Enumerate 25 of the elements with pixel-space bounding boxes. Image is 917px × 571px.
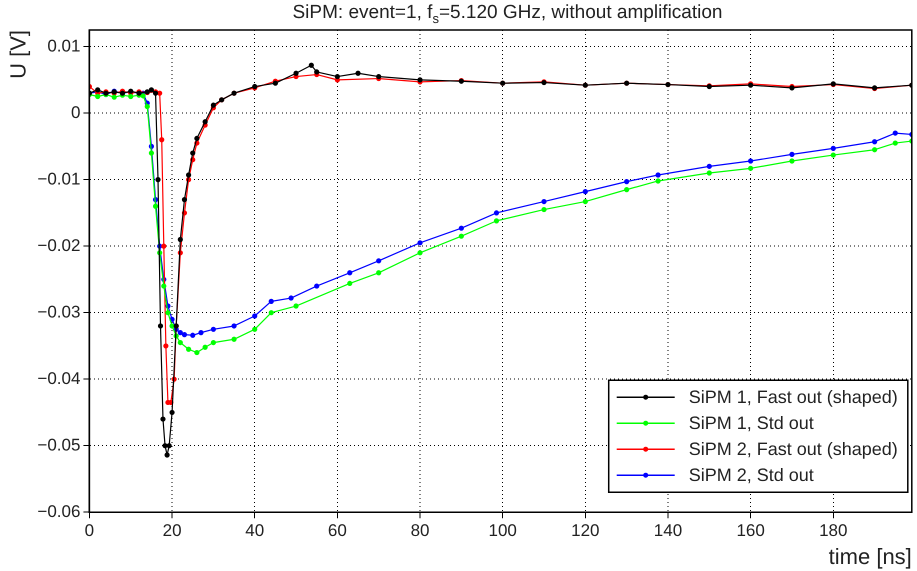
legend-label: SiPM 1, Std out (688, 413, 814, 434)
legend-label: SiPM 2, Std out (688, 465, 814, 486)
x-tick-label: 20 (162, 521, 182, 540)
x-tick-label: 80 (410, 521, 430, 540)
legend-label: SiPM 1, Fast out (shaped) (688, 387, 898, 408)
y-tick-label: −0.03 (37, 302, 80, 322)
x-axis-title: time [ns] (828, 544, 912, 569)
x-tick-label: 180 (819, 521, 848, 540)
x-tick-label: 140 (654, 521, 682, 540)
y-tick-label: 0 (70, 102, 80, 122)
x-tick-label: 100 (488, 521, 517, 540)
y-tick-label: −0.05 (37, 435, 80, 454)
y-tick-label: −0.02 (37, 236, 80, 255)
x-tick-label: 40 (245, 521, 264, 540)
x-tick-label: 160 (736, 521, 765, 540)
chart-title: SiPM: event=1, f$_{s}$=5.120 GHz, without amplification (292, 2, 724, 26)
y-tick-label: −0.04 (37, 368, 80, 388)
x-tick-label: 60 (328, 521, 347, 540)
x-tick-label: 0 (84, 521, 94, 540)
y-axis-title: U [V] (5, 30, 30, 79)
y-tick-label: −0.06 (37, 502, 80, 521)
x-tick-label: 120 (571, 521, 600, 540)
y-tick-label: 0.01 (47, 36, 80, 56)
legend-label: SiPM 2, Fast out (shaped) (688, 439, 898, 460)
y-tick-label: −0.01 (37, 169, 80, 188)
